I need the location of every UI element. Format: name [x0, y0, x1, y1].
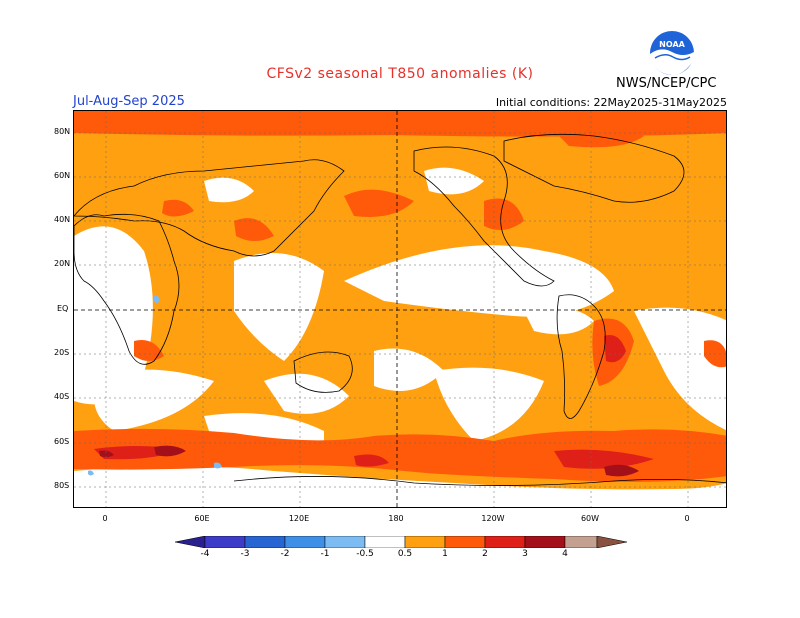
- legend-label: -4: [200, 549, 210, 559]
- lat-label-40s: 40S: [54, 392, 70, 401]
- legend-swatch-3-4: [524, 536, 566, 548]
- lat-label-60s: 60S: [54, 437, 70, 446]
- lon-label-120e: 120E: [288, 514, 310, 523]
- legend-swatch-minus3-minus2: [244, 536, 286, 548]
- map-title: CFSv2 seasonal T850 anomalies (K): [266, 66, 534, 82]
- legend-swatch-2-3: [484, 536, 526, 548]
- lat-label-eq: EQ: [57, 304, 69, 313]
- legend-swatch-4-5: [564, 536, 598, 548]
- legend-swatch-1-2: [444, 536, 486, 548]
- legend-label: 1: [442, 549, 448, 559]
- lat-label-80s: 80S: [54, 481, 70, 490]
- anomaly-map: [73, 110, 727, 508]
- legend-label: -0.5: [356, 549, 374, 559]
- lon-label-60e: 60E: [194, 514, 210, 523]
- legend-swatch-lt-minus4: [175, 536, 206, 548]
- legend-label: -2: [280, 549, 290, 559]
- initial-conditions-label: Initial conditions: 22May2025-31May2025: [495, 96, 727, 109]
- legend-swatch-minus4-minus3: [204, 536, 246, 548]
- lon-label-120w: 120W: [481, 514, 505, 523]
- anomaly-field: [74, 111, 726, 507]
- legend-swatch-minus1-minus05: [324, 536, 366, 548]
- lat-label-40n: 40N: [54, 215, 71, 224]
- lon-label-0-west: 0: [102, 514, 108, 523]
- lat-label-60n: 60N: [54, 171, 71, 180]
- svg-text:NOAA: NOAA: [659, 40, 685, 49]
- legend-swatch-minus2-minus1: [284, 536, 326, 548]
- legend-label: 2: [482, 549, 488, 559]
- legend-label: 0.5: [397, 549, 413, 559]
- lat-label-80n: 80N: [54, 127, 71, 136]
- legend-label: -3: [240, 549, 250, 559]
- agency-label: NWS/NCEP/CPC: [616, 76, 717, 91]
- legend-swatch-neutral: [364, 536, 406, 548]
- color-legend: [175, 536, 627, 548]
- season-label: Jul-Aug-Sep 2025: [73, 94, 185, 109]
- lon-label-180: 180: [388, 514, 404, 523]
- legend-swatch-gt-5: [596, 536, 627, 548]
- legend-swatch-05-1: [404, 536, 446, 548]
- noaa-logo-icon: NOAA: [650, 31, 694, 76]
- legend-label: -1: [320, 549, 330, 559]
- legend-label: 4: [562, 549, 568, 559]
- lat-label-20s: 20S: [54, 348, 70, 357]
- lon-label-0-east: 0: [684, 514, 690, 523]
- lat-label-20n: 20N: [54, 259, 71, 268]
- legend-label: 3: [522, 549, 528, 559]
- lon-label-60w: 60W: [580, 514, 600, 523]
